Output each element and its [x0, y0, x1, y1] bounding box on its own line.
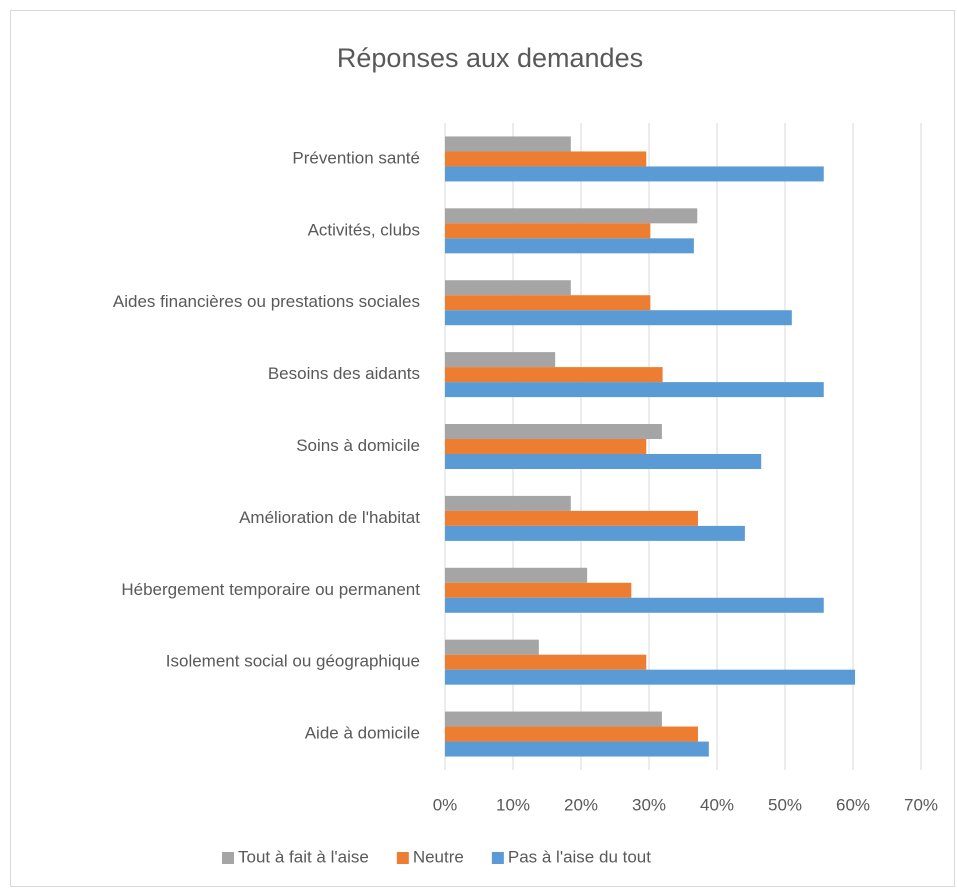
- bar: [445, 654, 647, 670]
- bar: [445, 639, 539, 655]
- y-tick-label: Soins à domicile: [296, 436, 420, 455]
- bar: [445, 310, 792, 326]
- x-tick-label: 10%: [496, 795, 530, 814]
- bar: [445, 223, 651, 239]
- y-tick-label: Hébergement temporaire ou permanent: [121, 580, 420, 599]
- bar: [445, 525, 745, 541]
- x-tick-label: 60%: [836, 795, 870, 814]
- bar: [445, 382, 824, 398]
- bar: [445, 510, 698, 526]
- bar: [445, 439, 647, 454]
- chart-title: Réponses aux demandes: [337, 43, 643, 73]
- bar: [445, 454, 762, 469]
- bar: [445, 495, 571, 511]
- x-tick-label: 70%: [904, 795, 938, 814]
- x-tick-label: 30%: [632, 795, 666, 814]
- bar: [445, 597, 824, 613]
- bar: [445, 136, 571, 152]
- bar: [445, 208, 698, 224]
- bar: [445, 295, 651, 311]
- bar: [445, 669, 856, 685]
- x-tick-label: 20%: [564, 795, 598, 814]
- y-tick-label: Prévention santé: [292, 148, 420, 167]
- x-tick-label: 50%: [768, 795, 802, 814]
- y-tick-label: Isolement social ou géographique: [166, 652, 420, 671]
- legend-swatch: [491, 852, 504, 864]
- bar: [445, 166, 824, 182]
- bar: [445, 711, 662, 727]
- bar: [445, 726, 698, 742]
- legend-swatch: [222, 852, 234, 864]
- x-tick-label: 40%: [700, 795, 734, 814]
- y-tick-label: Besoins des aidants: [268, 364, 420, 383]
- y-tick-label: Activités, clubs: [308, 220, 420, 239]
- bar: [445, 582, 632, 598]
- bar: [445, 151, 647, 167]
- bar: [445, 367, 663, 383]
- bar: [445, 238, 694, 254]
- y-tick-label: Amélioration de l'habitat: [239, 508, 420, 527]
- legend-swatch: [396, 852, 409, 864]
- legend-label: Pas à l'aise du tout: [508, 847, 651, 866]
- legend-label: Tout à fait à l'aise: [238, 847, 369, 866]
- bar: [445, 280, 571, 296]
- bar: [445, 424, 662, 439]
- y-tick-label: Aides financières ou prestations sociale…: [113, 292, 420, 311]
- bar: [445, 741, 709, 757]
- y-tick-label: Aide à domicile: [305, 724, 420, 743]
- bar: [445, 352, 556, 368]
- bar: [445, 567, 588, 583]
- legend-label: Neutre: [413, 847, 464, 866]
- x-tick-label: 0%: [433, 795, 458, 814]
